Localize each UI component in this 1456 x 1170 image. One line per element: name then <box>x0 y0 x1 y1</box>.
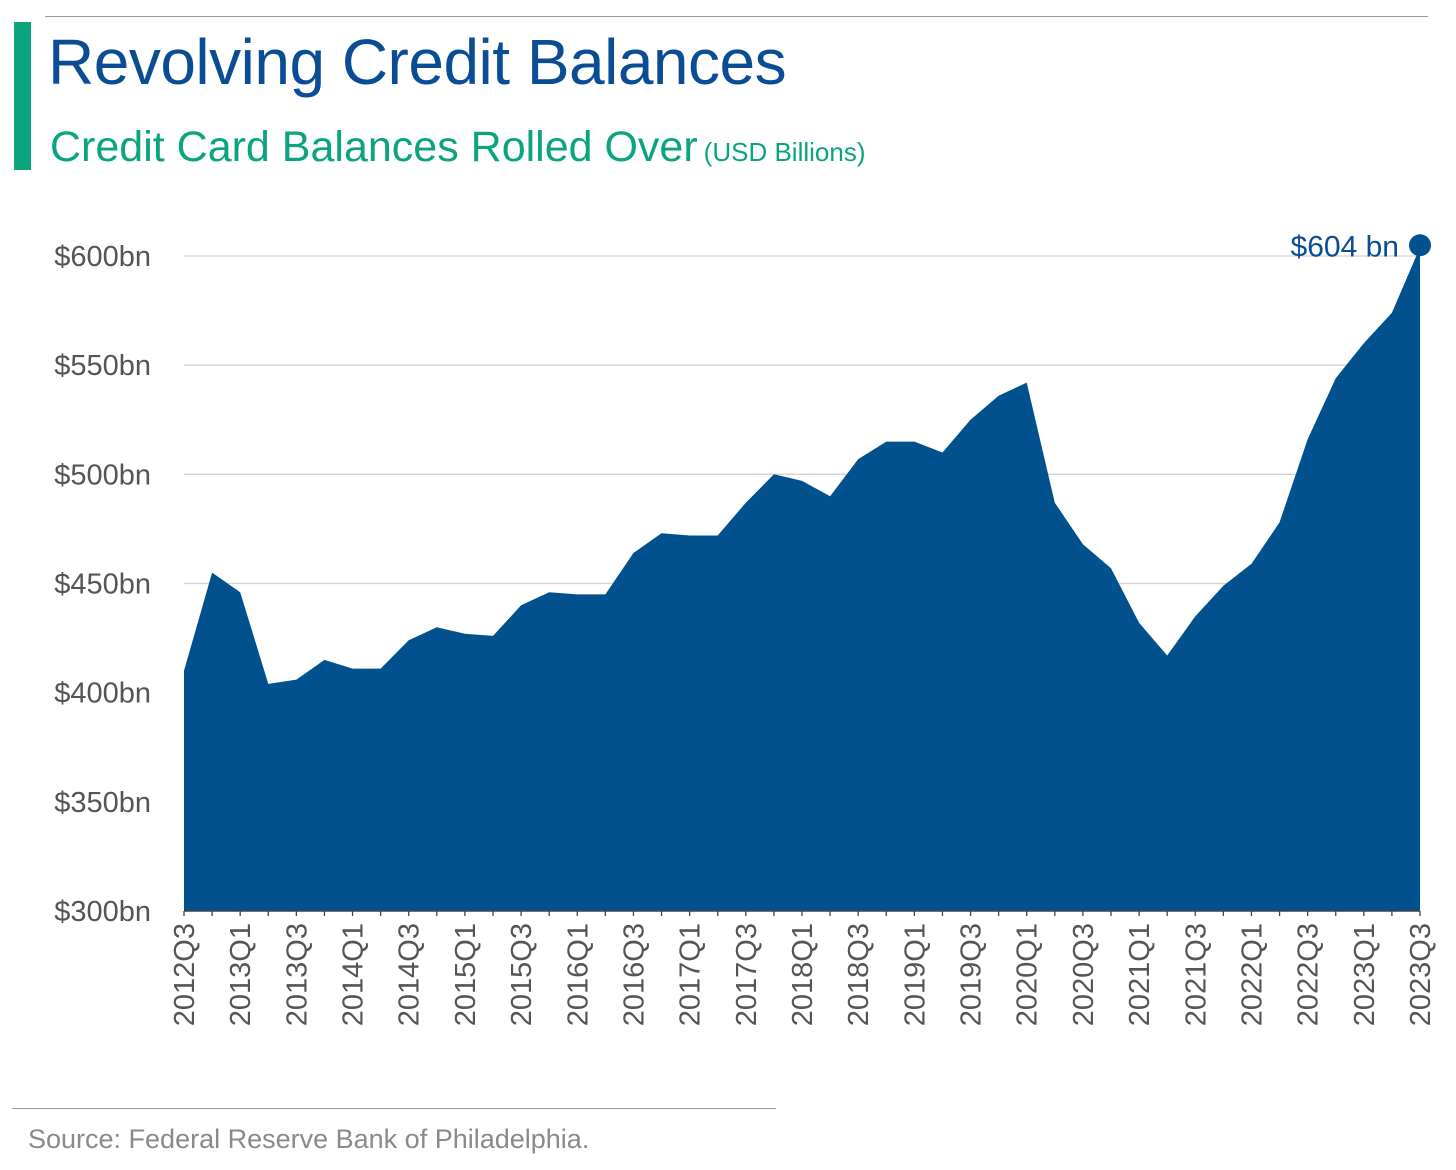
chart-subtitle: Credit Card Balances Rolled Over (USD Bil… <box>50 126 865 169</box>
y-tick-label: $400bn <box>54 678 151 710</box>
end-value-label: $604 bn <box>1291 230 1399 263</box>
x-tick-label: 2013Q3 <box>281 923 313 1026</box>
x-tick-label: 2012Q3 <box>169 923 201 1026</box>
x-tick-label: 2018Q1 <box>787 923 819 1026</box>
y-tick-label: $550bn <box>54 350 151 382</box>
x-tick-label: 2013Q1 <box>225 923 257 1026</box>
x-tick-label: 2017Q1 <box>675 923 707 1026</box>
subtitle-text: Credit Card Balances Rolled Over <box>50 123 698 171</box>
y-tick-label: $500bn <box>54 459 151 491</box>
x-tick-label: 2019Q1 <box>899 923 931 1026</box>
x-tick-label: 2020Q3 <box>1068 923 1100 1026</box>
x-tick-label: 2023Q3 <box>1405 923 1437 1026</box>
area-chart: $300bn $350bn $400bn $450bn $500bn $550bn $600… <box>54 230 1437 1026</box>
y-tick-label: $600bn <box>54 241 151 273</box>
x-tick-label: 2018Q3 <box>843 923 875 1026</box>
title-accent-bar <box>14 22 31 170</box>
area-series <box>184 247 1420 912</box>
x-tick-label: 2016Q1 <box>562 923 594 1026</box>
x-tick-label: 2014Q3 <box>394 923 426 1026</box>
x-tick-label: 2023Q1 <box>1349 923 1381 1026</box>
y-tick-label: $300bn <box>54 896 151 928</box>
y-tick-label: $350bn <box>54 787 151 819</box>
y-tick-label: $450bn <box>54 569 151 601</box>
top-rule <box>45 16 1428 17</box>
x-tick-label: 2015Q3 <box>506 923 538 1026</box>
subtitle-unit: (USD Billions) <box>703 137 866 167</box>
x-tick-label: 2022Q1 <box>1236 923 1268 1026</box>
x-tick-label: 2015Q1 <box>450 923 482 1026</box>
x-tick-label: 2021Q1 <box>1124 923 1156 1026</box>
end-point-marker <box>1409 234 1431 257</box>
x-tick-label: 2020Q1 <box>1012 923 1044 1026</box>
x-tick-label: 2014Q1 <box>338 923 370 1026</box>
footer-rule <box>12 1108 776 1109</box>
source-note: Source: Federal Reserve Bank of Philadel… <box>28 1124 590 1154</box>
x-tick-label: 2021Q3 <box>1180 923 1212 1026</box>
x-tick-label: 2017Q3 <box>731 923 763 1026</box>
x-tick-label: 2022Q3 <box>1293 923 1325 1026</box>
x-tick-label: 2016Q3 <box>618 923 650 1026</box>
x-tick-label: 2019Q3 <box>956 923 988 1026</box>
chart-title: Revolving Credit Balances <box>48 26 787 98</box>
